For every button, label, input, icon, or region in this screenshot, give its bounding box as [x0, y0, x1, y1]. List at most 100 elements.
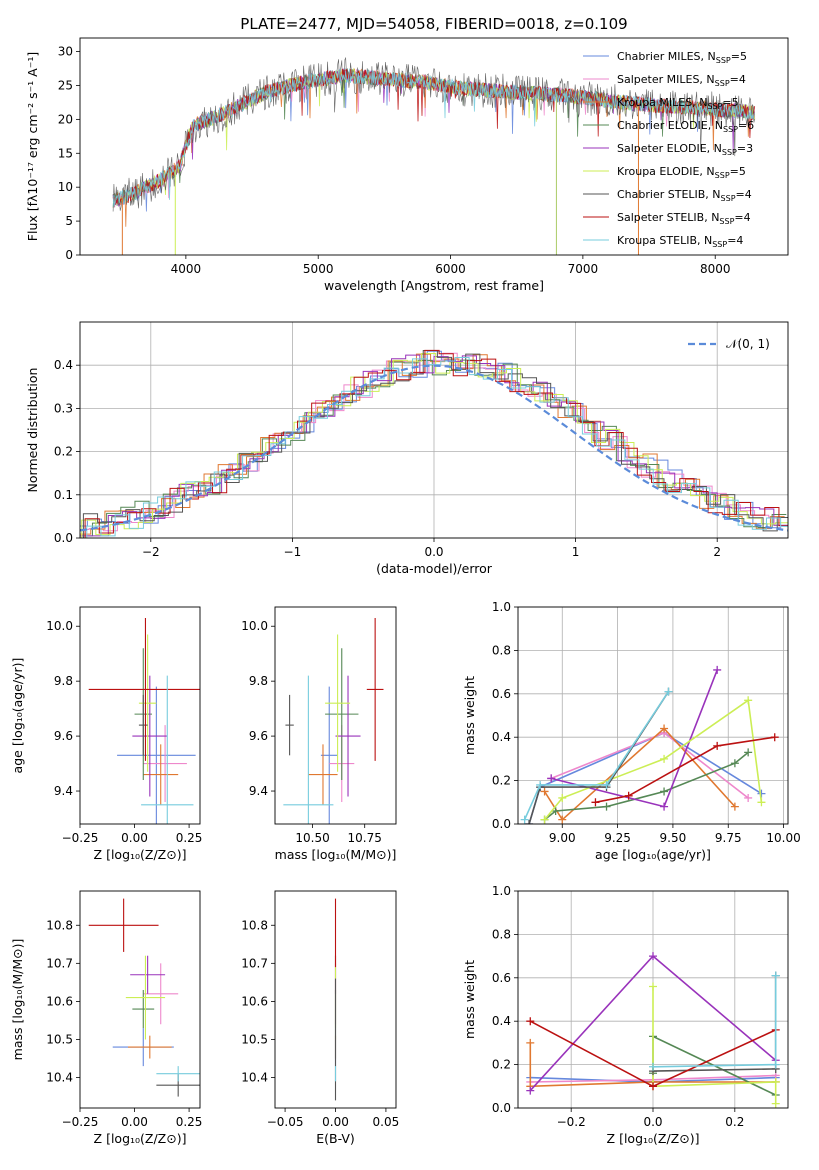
y-tick-label: 9.8 — [249, 674, 268, 688]
errorbar-kroupa-stelib — [283, 675, 334, 824]
series-point — [713, 665, 722, 674]
legend-label: Salpeter STELIB, NSSP=4 — [617, 211, 751, 226]
y-tick-label: 10.0 — [241, 619, 268, 633]
errorbar-salpeter-stelib — [366, 617, 384, 761]
y-tick-label: 10.4 — [241, 1071, 268, 1085]
x-tick-label: 0.0 — [424, 545, 443, 559]
series-kroupa-stelib — [649, 971, 780, 1071]
spectrum-line-kroupa-stelib — [112, 68, 755, 208]
legend-label: Kroupa MILES, NSSP=5 — [617, 96, 739, 111]
series-salpeter-stelib — [591, 733, 779, 807]
x-tick-label: 5000 — [303, 262, 334, 276]
errorbar-salpeter-miles — [143, 725, 187, 803]
errorbars — [88, 617, 200, 824]
x-tick-label: 10.00 — [766, 831, 800, 845]
series-point — [526, 1038, 535, 1047]
x-tick-label: 9.75 — [715, 831, 742, 845]
y-tick-label: 5 — [65, 214, 73, 228]
y-tick-label: 10.6 — [46, 994, 73, 1008]
errorbar-chabrier-stelib — [138, 694, 148, 756]
histogram-kroupa-elodie — [81, 353, 788, 538]
y-tick-label: 0.4 — [492, 1014, 511, 1028]
errorbar-chabrier-miles — [117, 686, 196, 824]
errorbar-salpeter-elodie — [130, 955, 166, 994]
x-tick-label: 0.2 — [725, 1115, 744, 1129]
y-tick-label: 10.0 — [46, 619, 73, 633]
series-point — [771, 1077, 780, 1086]
residuals-panel: −2 −1 0.0 1 2 0.0 0.1 0.2 0.3 0.4 (data-model)/err… — [25, 321, 789, 576]
series-point — [624, 791, 633, 800]
weight-lines — [520, 665, 779, 824]
series-kroupa-elodie — [540, 696, 766, 824]
spectrum-lines — [112, 56, 756, 255]
errorbar-chabrier-miles — [320, 686, 338, 824]
y-axis-label: mass weight — [462, 676, 477, 755]
series-point — [660, 802, 669, 811]
series-kroupa-stelib — [520, 687, 673, 824]
errorbar-salpeter-elodie — [132, 675, 168, 797]
axes-frame — [79, 890, 201, 1109]
y-tick-label: 9.6 — [249, 729, 268, 743]
series-point — [664, 687, 673, 696]
x-axis-label: Z [log₁₀(Z/Z⊙)] — [94, 847, 187, 862]
x-tick-label: 0.00 — [121, 1115, 148, 1129]
massweight-vs-Z-panel: −0.2 0.0 0.2 0.0 0.2 0.4 0.6 0.8 1.0 Z [log₁₀(Z/Z… — [462, 884, 789, 1146]
series-point — [551, 806, 560, 815]
series-point — [536, 780, 545, 789]
x-tick-label: 0.00 — [322, 1115, 349, 1129]
y-tick-label: 0.0 — [54, 531, 73, 545]
y-axis-label: mass [log₁₀(M/M⊙)] — [10, 939, 25, 1061]
mass-vs-EBV-panel: −0.05 0.00 0.05 10.4 10.5 10.6 10.7 10.8 E(B-V) — [241, 890, 399, 1146]
axes-frame — [79, 37, 789, 256]
series-point — [591, 798, 600, 807]
errorbars — [88, 898, 200, 1097]
x-axis-label: age [log₁₀(age/yr)] — [595, 847, 711, 862]
y-tick-label: 10.5 — [241, 1032, 268, 1046]
series-point — [540, 815, 549, 824]
y-tick-label: 1.0 — [492, 600, 511, 614]
errorbars — [283, 617, 384, 824]
errorbar-kroupa-elodie — [325, 634, 351, 772]
series-point — [660, 724, 669, 733]
series-point — [744, 748, 753, 757]
legend-label: Salpeter ELODIE, NSSP=3 — [617, 142, 753, 157]
errorbar-kroupa-elodie — [125, 955, 166, 1040]
y-axis-label: Normed distribution — [25, 368, 40, 493]
errorbar-salpeter-stelib — [88, 898, 159, 952]
series-point — [771, 1099, 780, 1108]
normal-curve — [80, 364, 788, 532]
axes-frame — [517, 606, 789, 825]
y-tick-label: 10.6 — [241, 994, 268, 1008]
y-tick-label: 9.4 — [54, 784, 73, 798]
axes-frame — [517, 890, 789, 1109]
x-tick-label: −2 — [142, 545, 160, 559]
x-tick-label: 6000 — [435, 262, 466, 276]
x-tick-label: 10.50 — [295, 831, 329, 845]
series-point — [757, 798, 766, 807]
mass-vs-Z-panel: −0.25 0.00 0.25 10.4 10.5 10.6 10.7 10.8 Z [log₁… — [10, 890, 202, 1146]
weight-lines — [526, 952, 780, 1108]
series-point — [520, 815, 529, 824]
errorbar-salpeter-stelib — [88, 617, 200, 761]
legend-label: Chabrier STELIB, NSSP=4 — [617, 188, 752, 203]
x-tick-label: −0.25 — [62, 831, 99, 845]
y-tick-label: 10.7 — [46, 956, 73, 970]
series-point — [713, 741, 722, 750]
x-tick-label: 0.25 — [176, 831, 203, 845]
errorbar-kroupa-elodie — [138, 634, 157, 772]
legend-label: Kroupa STELIB, NSSP=4 — [617, 234, 743, 249]
y-tick-label: 0.8 — [492, 643, 511, 657]
x-tick-label: 10.75 — [348, 831, 382, 845]
legend-label: 𝒩(0, 1) — [726, 337, 770, 351]
axes-frame — [274, 606, 397, 825]
spectrum-line-salpeter-stelib — [112, 68, 756, 205]
y-tick-label: 0.2 — [54, 445, 73, 459]
series-point — [660, 787, 669, 796]
y-tick-label: 1.0 — [492, 884, 511, 898]
series-point — [526, 1017, 535, 1026]
series-line — [529, 1042, 776, 1088]
y-tick-label: 10 — [58, 180, 73, 194]
histogram-chabrier-elodie — [80, 359, 787, 537]
y-tick-label: 0 — [65, 248, 73, 262]
x-tick-label: 2 — [713, 545, 721, 559]
